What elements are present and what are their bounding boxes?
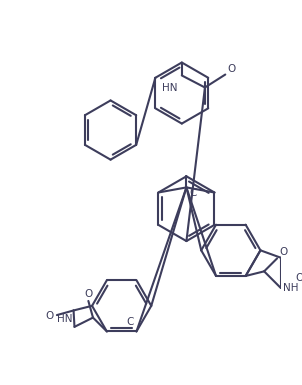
Text: C: C bbox=[189, 188, 197, 198]
Text: O: O bbox=[46, 311, 54, 321]
Text: NH: NH bbox=[283, 283, 298, 293]
Text: O: O bbox=[279, 246, 287, 256]
Text: O: O bbox=[84, 289, 92, 299]
Text: HN: HN bbox=[57, 314, 72, 324]
Text: C: C bbox=[126, 317, 134, 327]
Text: O: O bbox=[296, 273, 302, 283]
Text: O: O bbox=[227, 64, 235, 74]
Text: HN: HN bbox=[162, 83, 177, 93]
